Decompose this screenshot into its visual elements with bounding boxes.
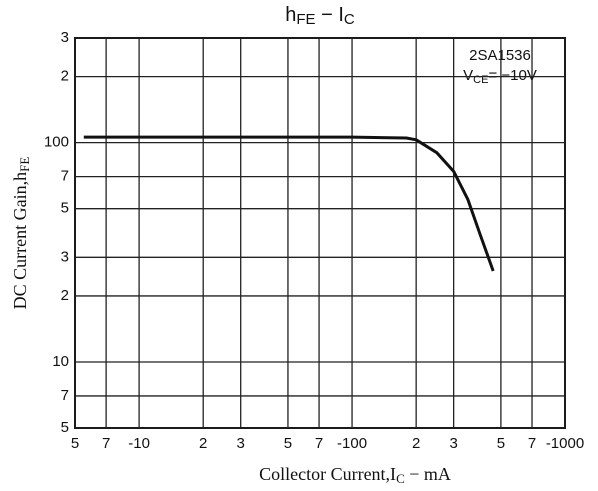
subscript: FE xyxy=(296,11,315,28)
y-tick-label: 2 xyxy=(61,68,69,85)
x-tick-label: 7 xyxy=(102,435,110,452)
plot-frame xyxy=(74,37,566,429)
text-part: 2SA1536 xyxy=(469,47,531,64)
x-tick-label: 2 xyxy=(199,435,207,452)
x-tick-label: 7 xyxy=(315,435,323,452)
annotation: 2SA1536 xyxy=(469,47,531,64)
y-tick-label: 7 xyxy=(61,387,69,404)
subscript: CE xyxy=(473,74,488,86)
x-axis-label: Collector Current,IC − mA xyxy=(259,464,451,486)
y-axis-label: DC Current Gain,hFE xyxy=(10,157,32,310)
subscript: FE xyxy=(17,157,32,172)
y-tick-label: 2 xyxy=(61,287,69,304)
chart-title: hFE − IC xyxy=(285,4,355,28)
x-tick-label: 5 xyxy=(71,435,79,452)
x-tick-label: 5 xyxy=(284,435,292,452)
x-tick-label: 3 xyxy=(449,435,457,452)
text-part: h xyxy=(285,4,296,26)
x-tick-label: -1000 xyxy=(546,435,584,452)
x-tick-label: 3 xyxy=(237,435,245,452)
x-tick-label: 5 xyxy=(497,435,505,452)
text-part: = −10V xyxy=(488,67,536,84)
y-tick-label: 5 xyxy=(61,419,69,436)
y-tick-label: 3 xyxy=(61,29,69,46)
x-tick-label: 2 xyxy=(412,435,420,452)
annotation-background xyxy=(440,42,560,86)
subscript: C xyxy=(344,11,355,28)
text-part: Collector Current,I xyxy=(259,464,396,484)
x-tick-label: 7 xyxy=(528,435,536,452)
curve xyxy=(83,135,495,272)
x-tick-label: -10 xyxy=(128,435,150,452)
x-tick-label: -100 xyxy=(337,435,367,452)
text-part: DC Current Gain,h xyxy=(10,172,30,309)
y-tick-label: 7 xyxy=(61,168,69,185)
text-part: − I xyxy=(316,4,344,26)
y-tick-label: 3 xyxy=(61,248,69,265)
y-tick-label: 5 xyxy=(61,200,69,217)
text-part: − mA xyxy=(405,464,451,484)
text-part: V xyxy=(463,67,473,84)
y-tick-label: 10 xyxy=(52,353,69,370)
subscript: C xyxy=(396,471,405,486)
y-tick-label: 100 xyxy=(44,134,69,151)
